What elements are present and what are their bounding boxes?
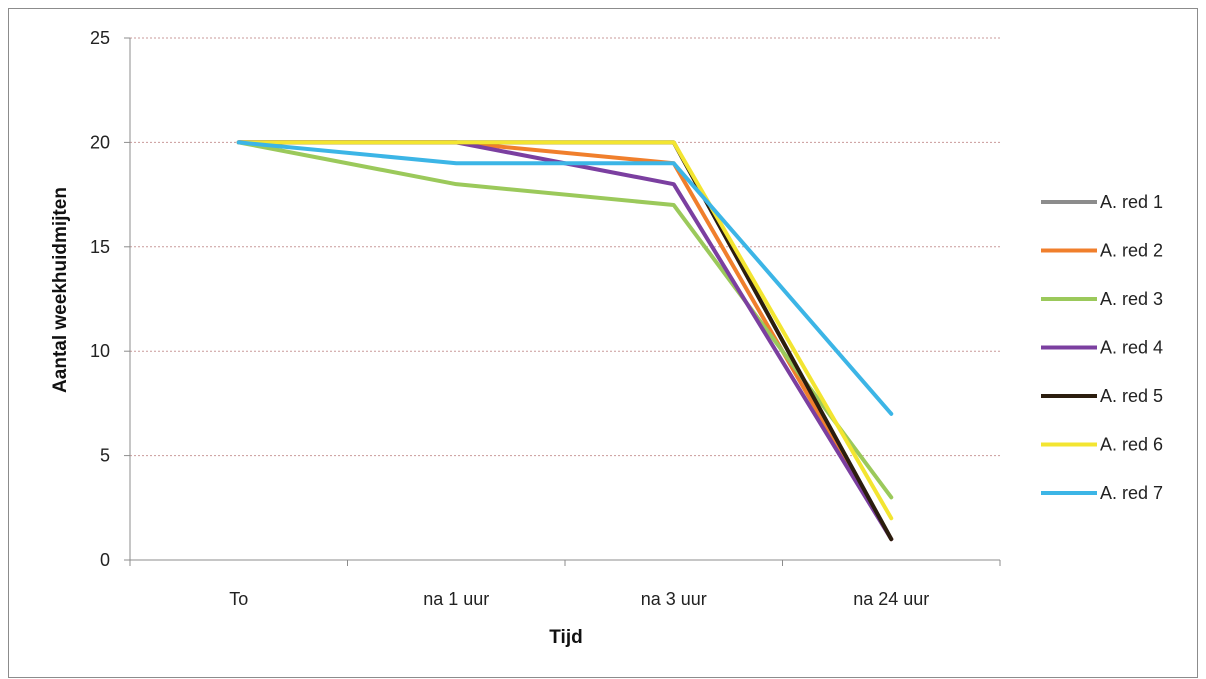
y-tick-label: 5 xyxy=(100,446,110,466)
y-axis-title: Aantal weekhuidmijten xyxy=(50,187,71,393)
x-tick-label: To xyxy=(229,589,248,609)
legend-item: A. red 1 xyxy=(1041,192,1163,212)
legend-label: A. red 2 xyxy=(1100,241,1163,261)
legend-label: A. red 5 xyxy=(1100,386,1163,406)
series-line xyxy=(236,140,894,416)
x-tick-label: na 24 uur xyxy=(853,589,929,609)
x-tick-label: na 1 uur xyxy=(423,589,489,609)
y-tick-label: 25 xyxy=(90,28,110,48)
legend-label: A. red 1 xyxy=(1100,192,1163,212)
series-line xyxy=(236,140,894,500)
legend-item: A. red 5 xyxy=(1041,386,1163,406)
series-line xyxy=(236,140,894,542)
x-tick-label: na 3 uur xyxy=(641,589,707,609)
y-tick-label: 0 xyxy=(100,550,110,570)
legend-item: A. red 2 xyxy=(1041,241,1163,261)
legend-item: A. red 4 xyxy=(1041,338,1163,358)
axes xyxy=(124,37,1001,566)
legend: A. red 1 A. red 2 A. red 3 A. red 4 A. red 5… xyxy=(1041,192,1163,503)
legend-label: A. red 7 xyxy=(1100,483,1163,503)
legend-label: A. red 4 xyxy=(1100,338,1163,358)
series-line xyxy=(236,140,894,542)
y-tick-label: 20 xyxy=(90,132,110,152)
x-tick-labels: To na 1 uur na 3 uur na 24 uur xyxy=(229,589,929,609)
series-line xyxy=(236,140,894,542)
series-line xyxy=(236,140,894,521)
legend-item: A. red 3 xyxy=(1041,289,1163,309)
y-tick-labels: 0 5 10 15 20 25 xyxy=(90,28,110,570)
legend-label: A. red 6 xyxy=(1100,435,1163,455)
y-tick-label: 10 xyxy=(90,341,110,361)
x-axis-title: Tijd xyxy=(549,627,582,648)
series-line xyxy=(236,140,894,542)
legend-item: A. red 7 xyxy=(1041,483,1163,503)
series-lines xyxy=(236,140,894,542)
y-tick-label: 15 xyxy=(90,237,110,257)
chart-frame xyxy=(8,8,1198,678)
gridlines xyxy=(130,37,1000,457)
legend-label: A. red 3 xyxy=(1100,289,1163,309)
legend-item: A. red 6 xyxy=(1041,435,1163,455)
